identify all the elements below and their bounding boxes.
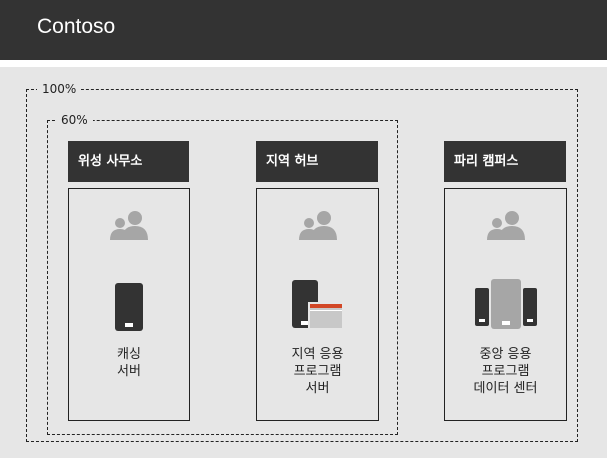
- site-box-paris-campus: 중앙 응용 프로그램 데이터 센터: [444, 188, 567, 421]
- site-header-regional-hub: 지역 허브: [256, 141, 378, 182]
- users-icon: [110, 211, 148, 240]
- scope-60-boundary: [47, 120, 398, 435]
- site-header-satellite-office: 위성 사무소: [68, 141, 189, 182]
- site-box-satellite-office: 캐싱 서버: [68, 188, 190, 421]
- site-label-regional-hub: 지역 응용 프로그램 서버: [291, 347, 344, 396]
- device-with-window-icon: [292, 280, 344, 330]
- single-device-icon: [115, 283, 143, 331]
- site-header-paris-campus: 파리 캠퍼스: [444, 141, 566, 182]
- scope-100-label: 100%: [37, 82, 82, 96]
- scope-60-label: 60%: [56, 113, 93, 127]
- scope-100-boundary: [26, 89, 578, 442]
- site-label-satellite-office: 캐싱 서버: [117, 347, 141, 379]
- site-box-regional-hub: 지역 응용 프로그램 서버: [256, 188, 379, 421]
- app-header: Contoso: [0, 0, 607, 60]
- users-icon: [487, 211, 525, 240]
- server-cluster-icon: [475, 279, 537, 329]
- app-title: Contoso: [37, 15, 116, 38]
- users-icon: [299, 211, 337, 240]
- site-label-paris-campus: 중앙 응용 프로그램 데이터 센터: [473, 347, 538, 396]
